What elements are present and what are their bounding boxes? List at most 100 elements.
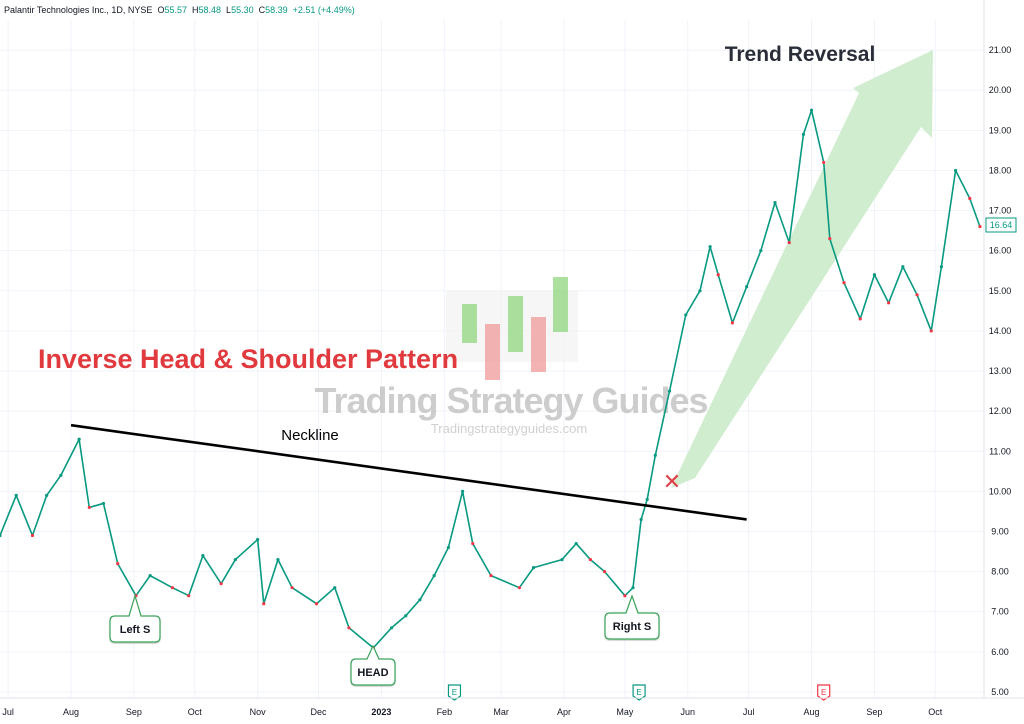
y-tick-label: 10.00 [989, 486, 1012, 496]
price-point [842, 281, 846, 285]
price-point [333, 586, 337, 590]
price-point [446, 545, 450, 550]
low-value: 55.30 [231, 5, 254, 15]
price-point [968, 196, 972, 201]
right-shoulder-callout: Right S [604, 594, 660, 640]
x-tick-label: Dec [311, 707, 328, 717]
price-point [759, 249, 763, 253]
last-price-label: 16.64 [990, 220, 1013, 230]
watermark-bar [553, 277, 568, 332]
earnings-marker-label: E [821, 688, 826, 697]
right-shoulder-callout-label: Right S [613, 621, 652, 633]
y-tick-label: 13.00 [989, 366, 1012, 376]
price-point [809, 108, 814, 112]
price-point [531, 566, 536, 570]
y-tick-label: 8.00 [991, 567, 1009, 577]
price-point [290, 586, 294, 590]
price-point [872, 273, 877, 277]
left-shoulder-callout-box [109, 593, 161, 643]
price-point [588, 557, 593, 562]
price-point [773, 200, 777, 205]
left-shoulder-callout: Left S [109, 593, 161, 643]
x-tick-label: Mar [493, 707, 509, 717]
watermark-bar [508, 296, 523, 352]
chart-grid [0, 20, 984, 698]
change-value: +2.51 (+4.49%) [292, 5, 355, 15]
price-point [460, 489, 465, 493]
high-label: H [192, 5, 199, 15]
x-tick-label: Oct [188, 707, 203, 717]
x-axis[interactable]: Jul Aug Sep Oct Nov Dec 2023 Feb Mar Apr May Jun Jul… [0, 697, 1024, 717]
y-tick-label: 5.00 [991, 687, 1009, 697]
price-point [219, 582, 223, 586]
price-point [822, 160, 826, 165]
price-series [0, 108, 982, 650]
price-point [14, 493, 18, 498]
watermark-text: Trading Strategy Guides [314, 380, 707, 421]
price-point [471, 541, 475, 546]
price-point [684, 313, 688, 317]
price-point [828, 237, 832, 241]
price-point [59, 473, 63, 477]
y-tick-label: 6.00 [991, 647, 1009, 657]
price-point [978, 225, 982, 229]
ohlc-legend: Palantir Technologies Inc., 1D, NYSE O55… [4, 5, 355, 15]
watermark-logo: Trading Strategy GuidesTradingstrategygu… [314, 277, 709, 436]
x-tick-label: Aug [804, 707, 820, 717]
price-point [404, 614, 408, 618]
price-point [639, 517, 643, 522]
price-point [45, 493, 49, 498]
x-tick-label: Sep [866, 707, 882, 717]
price-point [716, 273, 720, 277]
open-value: 55.57 [164, 5, 187, 15]
price-point [953, 168, 958, 173]
y-tick-label: 7.00 [991, 607, 1009, 617]
price-point [347, 626, 351, 630]
x-tick-label: Oct [928, 707, 943, 717]
price-point [929, 329, 933, 333]
price-line [0, 109, 981, 649]
y-tick-label: 21.00 [989, 45, 1012, 55]
price-point [574, 541, 578, 546]
price-point [653, 453, 657, 457]
y-tick-label: 19.00 [989, 125, 1012, 135]
trend-reversal-label: Trend Reversal [725, 43, 876, 66]
close-value: 58.39 [265, 5, 288, 15]
open-label: O [157, 5, 165, 15]
price-point [745, 285, 749, 289]
price-point [517, 586, 521, 590]
x-tick-label: Jun [681, 707, 696, 717]
price-point [858, 317, 862, 321]
x-tick-label: Apr [557, 707, 571, 717]
y-axis[interactable]: 5.00 6.00 7.00 8.00 9.00 10.00 11.00 12.00 13.00… [983, 0, 1012, 698]
price-point [432, 574, 436, 578]
x-tick-label: Sep [126, 707, 142, 717]
earnings-marker-label: E [452, 688, 457, 697]
y-tick-label: 9.00 [991, 527, 1009, 537]
price-point [730, 321, 735, 325]
left-shoulder-callout-label: Left S [120, 624, 151, 636]
watermark-bar [462, 304, 477, 343]
neckline-line [70, 423, 747, 521]
trend-arrow-shape [671, 50, 933, 488]
y-tick-label: 17.00 [989, 206, 1012, 216]
price-point [201, 553, 205, 558]
price-point [667, 389, 672, 393]
price-point [418, 598, 422, 602]
price-point [101, 501, 106, 506]
x-tick-label: Jul [743, 707, 755, 717]
head-callout-box [350, 644, 396, 686]
price-point [116, 562, 120, 566]
high-value: 58.48 [198, 5, 222, 15]
price-point [30, 533, 35, 538]
price-point [389, 626, 394, 630]
y-tick-label: 11.00 [989, 446, 1011, 456]
x-tick-label: Nov [250, 707, 267, 717]
price-point [148, 574, 152, 578]
price-point [256, 537, 260, 542]
neckline-label: Neckline [281, 427, 339, 444]
watermark-bar [531, 317, 546, 372]
right-shoulder-callout-box [604, 594, 660, 640]
